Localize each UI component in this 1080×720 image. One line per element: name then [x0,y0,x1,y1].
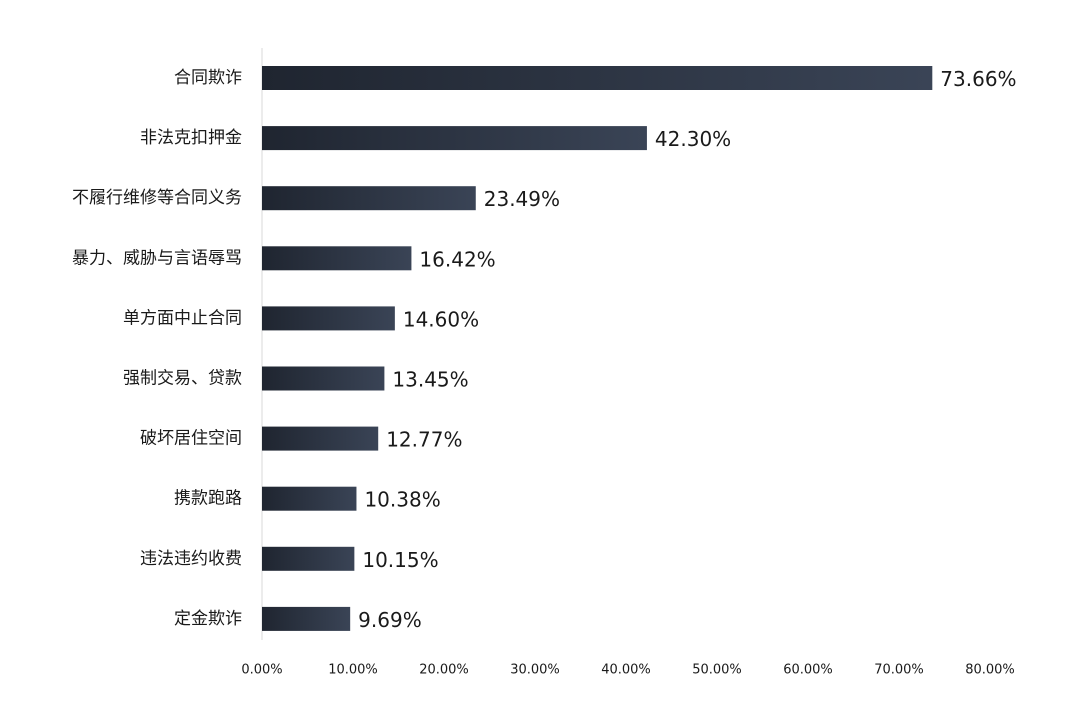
bar-0 [262,66,933,90]
bar-2 [262,186,476,211]
x-tick-label-8: 80.00% [965,663,1015,678]
bar-8 [262,546,355,571]
category-label-4: 单方面中止合同 [123,308,242,328]
bar-7 [262,486,357,511]
x-tick-label-5: 50.00% [692,663,742,678]
bar-3 [262,246,412,271]
bar-9 [262,606,351,631]
value-label-3: 16.42% [419,247,495,271]
category-label-7: 携款跑路 [174,489,242,509]
category-label-1: 非法克扣押金 [140,128,242,148]
value-label-1: 42.30% [655,127,731,151]
x-tick-label-3: 30.00% [510,663,560,678]
x-tick-label-6: 60.00% [783,663,833,678]
bar-5 [262,366,385,391]
x-tick-label-7: 70.00% [874,663,924,678]
category-label-8: 违法违约收费 [140,549,242,569]
value-label-5: 13.45% [392,368,468,392]
bar-1 [262,126,647,151]
value-label-4: 14.60% [403,307,479,331]
value-label-0: 73.66% [940,67,1016,91]
bar-4 [262,306,395,331]
x-tick-label-4: 40.00% [601,663,651,678]
bar-6 [262,426,379,451]
x-tick-label-2: 20.00% [419,663,469,678]
value-label-9: 9.69% [358,608,422,632]
category-label-9: 定金欺诈 [174,609,242,629]
x-tick-label-1: 10.00% [328,663,378,678]
category-label-6: 破坏居住空间 [140,429,242,449]
category-label-0: 合同欺诈 [174,68,242,88]
value-label-6: 12.77% [386,428,462,452]
category-label-2: 不履行维修等合同义务 [72,188,242,208]
category-label-3: 暴力、威胁与言语辱骂 [72,248,242,268]
value-label-7: 10.38% [364,488,440,512]
value-label-8: 10.15% [362,548,438,572]
x-tick-label-0: 0.00% [241,663,282,678]
value-label-2: 23.49% [484,187,560,211]
category-label-5: 强制交易、贷款 [123,369,242,389]
